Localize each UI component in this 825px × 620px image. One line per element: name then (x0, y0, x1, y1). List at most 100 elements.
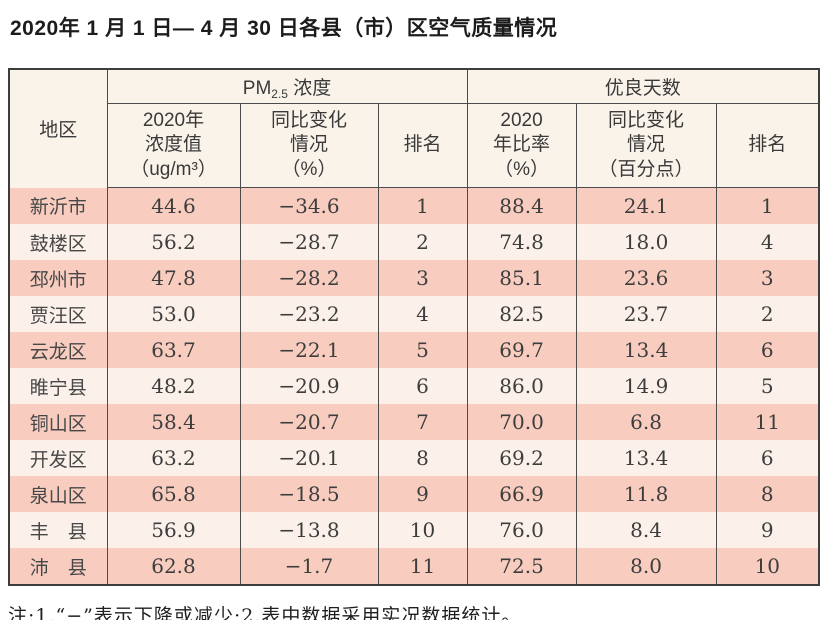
header-sub-row: 2020年 浓度值 （ug/m³） 同比变化 情况 （%） 排名 2020 年比… (9, 103, 820, 188)
pm-change-cell: −1.7 (239, 548, 379, 585)
good-change-cell: 23.6 (575, 260, 717, 296)
good-ratio-cell: 70.0 (466, 404, 577, 440)
pm-change-cell: −20.1 (239, 440, 379, 476)
table-row: 贾汪区 53.0 −23.2 4 82.5 23.7 2 (8, 296, 820, 332)
pm-change-cell: −28.7 (239, 224, 379, 260)
column-header-good-change: 同比变化 情况 （百分点） (575, 103, 717, 188)
pm-value-cell: 47.8 (106, 260, 241, 296)
pm-value-cell: 62.8 (106, 548, 241, 585)
column-header-good-ratio: 2020 年比率 （%） (466, 103, 577, 188)
column-header-pm-change: 同比变化 情况 （%） (239, 103, 379, 188)
good-ratio-cell: 85.1 (466, 260, 577, 296)
good-change-cell: 8.0 (575, 548, 717, 585)
good-ratio-cell: 76.0 (466, 512, 577, 548)
pm-value-cell: 63.2 (106, 440, 241, 476)
pm-change-cell: −23.2 (239, 296, 379, 332)
pm-value-cell: 48.2 (106, 368, 241, 404)
good-rank-cell: 11 (715, 404, 820, 440)
pm-rank-cell: 2 (377, 224, 468, 260)
good-rank-cell: 6 (715, 440, 820, 476)
pm-change-cell: −20.9 (239, 368, 379, 404)
good-change-cell: 13.4 (575, 332, 717, 368)
good-rank-cell: 6 (715, 332, 820, 368)
region-cell: 铜山区 (8, 404, 108, 440)
pm-rank-cell: 3 (377, 260, 468, 296)
column-header-pm-value: 2020年 浓度值 （ug/m³） (106, 103, 241, 188)
pm-value-cell: 56.9 (106, 512, 241, 548)
table-row: 新沂市 44.6 −34.6 1 88.4 24.1 1 (8, 187, 820, 224)
column-header-good-rank: 排名 (715, 103, 820, 188)
good-ratio-cell: 74.8 (466, 224, 577, 260)
good-rank-cell: 4 (715, 224, 820, 260)
table-row: 铜山区 58.4 −20.7 7 70.0 6.8 11 (8, 404, 820, 440)
pm-rank-cell: 6 (377, 368, 468, 404)
pm-rank-cell: 5 (377, 332, 468, 368)
good-ratio-cell: 69.7 (466, 332, 577, 368)
good-change-cell: 18.0 (575, 224, 717, 260)
pm-change-cell: −22.1 (239, 332, 379, 368)
air-quality-table: 地区 PM2.5 浓度 优良天数 2020年 浓度值 （ug/m³） 同比变化 … (8, 68, 821, 586)
pm-value-cell: 63.7 (106, 332, 241, 368)
region-cell: 沛 县 (8, 548, 108, 585)
pm-change-cell: −34.6 (239, 187, 379, 224)
region-cell: 贾汪区 (8, 296, 108, 332)
good-rank-cell: 3 (715, 260, 820, 296)
pm-rank-cell: 1 (377, 187, 468, 224)
pm-rank-cell: 8 (377, 440, 468, 476)
pm25-label-subscript: 2.5 (271, 86, 288, 101)
table-row: 开发区 63.2 −20.1 8 69.2 13.4 6 (8, 440, 820, 476)
region-cell: 泉山区 (8, 476, 108, 512)
table-body: 新沂市 44.6 −34.6 1 88.4 24.1 1 鼓楼区 56.2 −2… (8, 187, 820, 585)
table-row: 鼓楼区 56.2 −28.7 2 74.8 18.0 4 (8, 224, 820, 260)
good-change-cell: 6.8 (575, 404, 717, 440)
table-header: 地区 PM2.5 浓度 优良天数 2020年 浓度值 （ug/m³） 同比变化 … (8, 69, 820, 188)
good-ratio-cell: 69.2 (466, 440, 577, 476)
column-group-good-days: 优良天数 (466, 69, 820, 104)
region-cell: 邳州市 (8, 260, 108, 296)
pm-change-cell: −28.2 (239, 260, 379, 296)
good-rank-cell: 2 (715, 296, 820, 332)
pm-rank-cell: 4 (377, 296, 468, 332)
good-change-cell: 14.9 (575, 368, 717, 404)
good-change-cell: 23.7 (575, 296, 717, 332)
table-row: 沛 县 62.8 −1.7 11 72.5 8.0 10 (8, 548, 820, 585)
table-row: 睢宁县 48.2 −20.9 6 86.0 14.9 5 (8, 368, 820, 404)
pm-rank-cell: 11 (377, 548, 468, 585)
pm-rank-cell: 7 (377, 404, 468, 440)
region-cell: 新沂市 (8, 187, 108, 224)
good-ratio-cell: 82.5 (466, 296, 577, 332)
column-header-region: 地区 (8, 69, 108, 188)
region-cell: 睢宁县 (8, 368, 108, 404)
good-ratio-cell: 72.5 (466, 548, 577, 585)
good-rank-cell: 10 (715, 548, 820, 585)
pm-value-cell: 56.2 (106, 224, 241, 260)
table-row: 泉山区 65.8 −18.5 9 66.9 11.8 8 (8, 476, 820, 512)
good-rank-cell: 5 (715, 368, 820, 404)
pm-change-cell: −20.7 (239, 404, 379, 440)
pm25-label-suffix: 浓度 (287, 77, 332, 99)
good-rank-cell: 9 (715, 512, 820, 548)
pm25-label-prefix: PM (242, 77, 272, 99)
good-change-cell: 11.8 (575, 476, 717, 512)
pm-change-cell: −18.5 (239, 476, 379, 512)
good-rank-cell: 1 (715, 187, 820, 224)
good-change-cell: 8.4 (575, 512, 717, 548)
pm-value-cell: 44.6 (106, 187, 241, 224)
table-footnote: 注:1.“−”表示下降或减少;2.表中数据采用实况数据统计。 (8, 605, 522, 620)
pm-rank-cell: 9 (377, 476, 468, 512)
region-cell: 开发区 (8, 440, 108, 476)
header-group-row: 地区 PM2.5 浓度 优良天数 (8, 69, 820, 188)
table-row: 丰 县 56.9 −13.8 10 76.0 8.4 9 (8, 512, 820, 548)
good-change-cell: 13.4 (575, 440, 717, 476)
pm-value-cell: 53.0 (106, 296, 241, 332)
good-change-cell: 24.1 (575, 187, 717, 224)
page-title: 2020年 1 月 1 日— 4 月 30 日各县（市）区空气质量情况 (10, 17, 558, 40)
pm-rank-cell: 10 (377, 512, 468, 548)
pm-value-cell: 58.4 (106, 404, 241, 440)
table-row: 云龙区 63.7 −22.1 5 69.7 13.4 6 (8, 332, 820, 368)
column-group-pm25: PM2.5 浓度 (106, 69, 468, 104)
region-cell: 鼓楼区 (8, 224, 108, 260)
table-row: 邳州市 47.8 −28.2 3 85.1 23.6 3 (8, 260, 820, 296)
good-ratio-cell: 86.0 (466, 368, 577, 404)
